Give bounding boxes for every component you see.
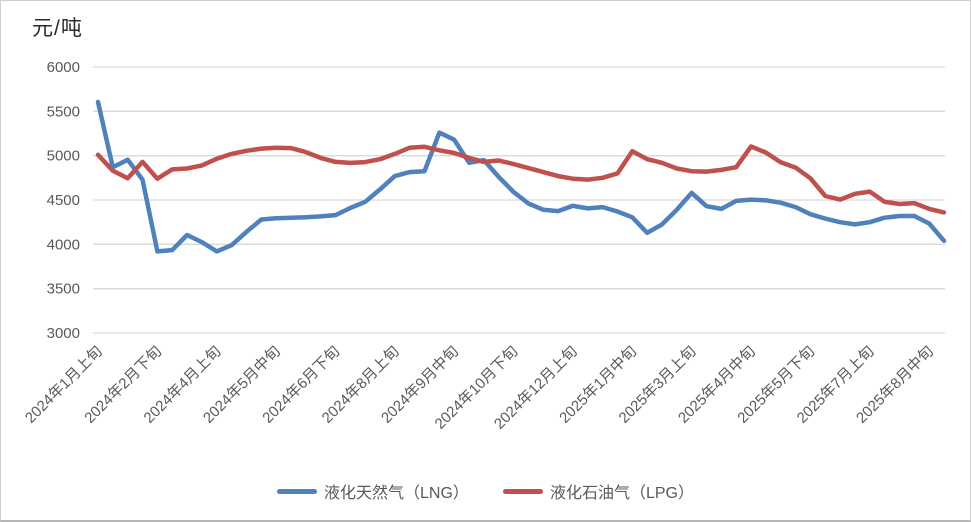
y-axis-tick-label: 5000 [47, 148, 80, 165]
y-axis-tick-label: 4000 [47, 236, 80, 253]
y-axis-tick-label: 3500 [47, 281, 80, 298]
lng-series-line [95, 99, 947, 254]
legend-item-lpg: 液化石油气（LPG） [502, 479, 694, 503]
lpg-line-swatch-icon [502, 488, 543, 494]
chart-legend: 液化天然气（LNG） 液化石油气（LPG） [1, 479, 970, 503]
lng-line-swatch-icon [277, 488, 318, 494]
legend-label-lpg: 液化石油气（LPG） [549, 485, 694, 502]
y-axis-tick-label: 4500 [47, 192, 80, 209]
legend-label-lng: 液化天然气（LNG） [324, 485, 469, 502]
y-axis-tick-label: 3000 [47, 325, 80, 342]
y-axis-tick-label: 6000 [47, 59, 80, 76]
y-axis-unit-label: 元/吨 [32, 17, 83, 40]
legend-item-lng: 液化天然气（LNG） [277, 479, 469, 503]
y-axis-tick-label: 5500 [47, 103, 80, 120]
lpg-series-line [95, 144, 947, 215]
